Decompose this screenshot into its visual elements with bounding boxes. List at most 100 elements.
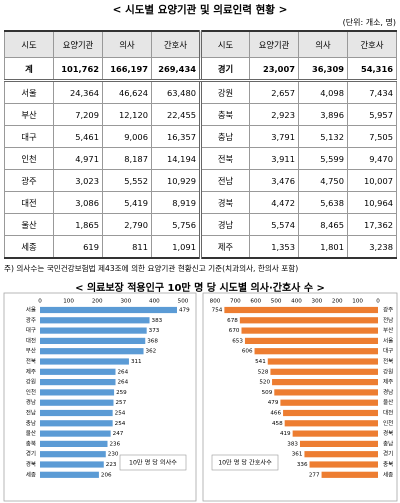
footnote: 주) 의사수는 국민건강보험법 제43조에 의한 요양기관 현황신고 기준(치과… <box>4 264 299 273</box>
y-tick-label: 인천 <box>383 419 393 427</box>
y-tick-label: 충남 <box>26 419 36 427</box>
table-row: 세종 619 811 1,091 제주 1,353 1,801 3,238 <box>4 235 397 259</box>
legend-label: 10만 명 당 간호사수 <box>218 459 272 467</box>
bar <box>40 327 147 334</box>
value-label: 541 <box>255 359 266 365</box>
value-label: 361 <box>292 452 303 458</box>
y-tick-label: 세종 <box>26 470 36 478</box>
y-tick-label: 대구 <box>26 326 36 334</box>
value-label: 264 <box>118 369 129 375</box>
bar <box>40 471 99 478</box>
table-cell: 울산 <box>4 213 54 236</box>
value-label: 311 <box>131 359 142 365</box>
table-cell: 5,756 <box>151 213 201 236</box>
table-cell: 의사 <box>298 30 348 58</box>
table-cell: 간호사 <box>347 30 397 58</box>
value-label: 223 <box>106 462 117 468</box>
value-label: 373 <box>149 328 160 334</box>
y-tick-label: 부산 <box>26 347 36 355</box>
table-row: 시도 요양기관 의사 간호사 시도 요양기관 의사 간호사 <box>4 30 397 58</box>
legend-label: 10만 명 당 의사수 <box>129 459 177 467</box>
table-cell: 1,865 <box>53 213 103 236</box>
y-tick-label: 서울 <box>26 306 36 314</box>
bar <box>270 368 378 375</box>
legend-box <box>119 454 187 471</box>
y-tick-label: 서울 <box>383 336 393 344</box>
table-cell: 17,362 <box>347 213 397 236</box>
value-label: 653 <box>232 338 243 344</box>
bar <box>40 358 129 365</box>
y-tick-label: 전남 <box>383 316 393 324</box>
value-label: 254 <box>115 411 126 417</box>
y-tick-label: 광주 <box>383 307 393 314</box>
table-cell: 요양기관 <box>249 30 299 58</box>
table-row: 서울 24,364 46,624 63,480 강원 2,657 4,098 7,434 <box>4 80 397 104</box>
value-label: 670 <box>229 328 240 334</box>
unit-note: (단위: 개소, 명) <box>342 18 396 27</box>
bar <box>40 430 111 437</box>
value-label: 230 <box>108 452 119 458</box>
value-label: 509 <box>262 390 273 396</box>
x-tick-label: 200 <box>92 299 103 305</box>
table-row: 대구 5,461 9,006 16,357 충남 3,791 5,132 7,505 <box>4 125 397 148</box>
bar <box>299 440 378 447</box>
panel-border <box>202 292 398 502</box>
table-cell: 1,353 <box>249 235 299 259</box>
y-tick-label: 강원 <box>26 378 36 386</box>
bar <box>40 317 150 324</box>
bar <box>40 368 116 375</box>
bar <box>40 461 104 468</box>
table-cell: 1,091 <box>151 235 201 259</box>
value-label: 383 <box>152 318 163 324</box>
bar <box>40 337 146 344</box>
y-tick-label: 충북 <box>383 460 393 468</box>
table-cell: 의사 <box>102 30 152 58</box>
y-tick-label: 세종 <box>383 470 393 478</box>
bar <box>40 399 114 406</box>
value-label: 479 <box>179 308 190 314</box>
bar <box>239 317 378 324</box>
bar <box>272 379 378 386</box>
bar <box>40 306 177 314</box>
y-tick-label: 충남 <box>383 439 393 447</box>
table-cell: 경기 <box>199 57 250 82</box>
table-cell: 3,238 <box>347 235 397 259</box>
value-label: 264 <box>118 380 129 386</box>
table-cell: 강원 <box>199 80 250 104</box>
table-cell: 시도 <box>199 30 250 58</box>
x-tick-label: 200 <box>332 299 343 305</box>
value-label: 277 <box>309 472 320 478</box>
bar <box>280 399 378 406</box>
y-tick-label: 광주 <box>26 317 36 324</box>
bar <box>40 440 108 447</box>
bar <box>40 420 113 427</box>
x-tick-label: 300 <box>312 299 323 305</box>
value-label: 458 <box>272 421 283 427</box>
value-label: 528 <box>258 369 269 375</box>
value-label: 419 <box>280 431 291 437</box>
table-cell: 101,762 <box>53 57 103 82</box>
table-row: 울산 1,865 2,790 5,756 경남 5,574 8,465 17,362 <box>4 213 397 236</box>
value-label: 754 <box>212 308 223 314</box>
bar <box>40 451 106 458</box>
y-tick-label: 대전 <box>383 409 393 417</box>
table-row: 계 101,762 166,197 269,434 경기 23,007 36,309 54,3… <box>4 57 397 82</box>
bar <box>244 337 378 344</box>
y-tick-label: 울산 <box>383 398 393 406</box>
value-label: 206 <box>101 472 112 478</box>
y-tick-label: 경북 <box>26 461 36 468</box>
table-cell: 10,964 <box>347 191 397 214</box>
y-tick-label: 경북 <box>383 430 393 437</box>
table: 시도 요양기관 의사 간호사 시도 요양기관 의사 간호사 계 101,762 166,197 269… <box>4 30 397 259</box>
x-tick-label: 600 <box>250 299 261 305</box>
value-label: 336 <box>297 462 308 468</box>
x-tick-label: 0 <box>38 299 42 305</box>
bar <box>40 389 115 396</box>
x-tick-label: 800 <box>210 299 221 305</box>
table-cell: 269,434 <box>151 57 201 82</box>
x-tick-label: 400 <box>149 299 160 305</box>
bar <box>309 461 378 468</box>
bar <box>40 348 144 355</box>
